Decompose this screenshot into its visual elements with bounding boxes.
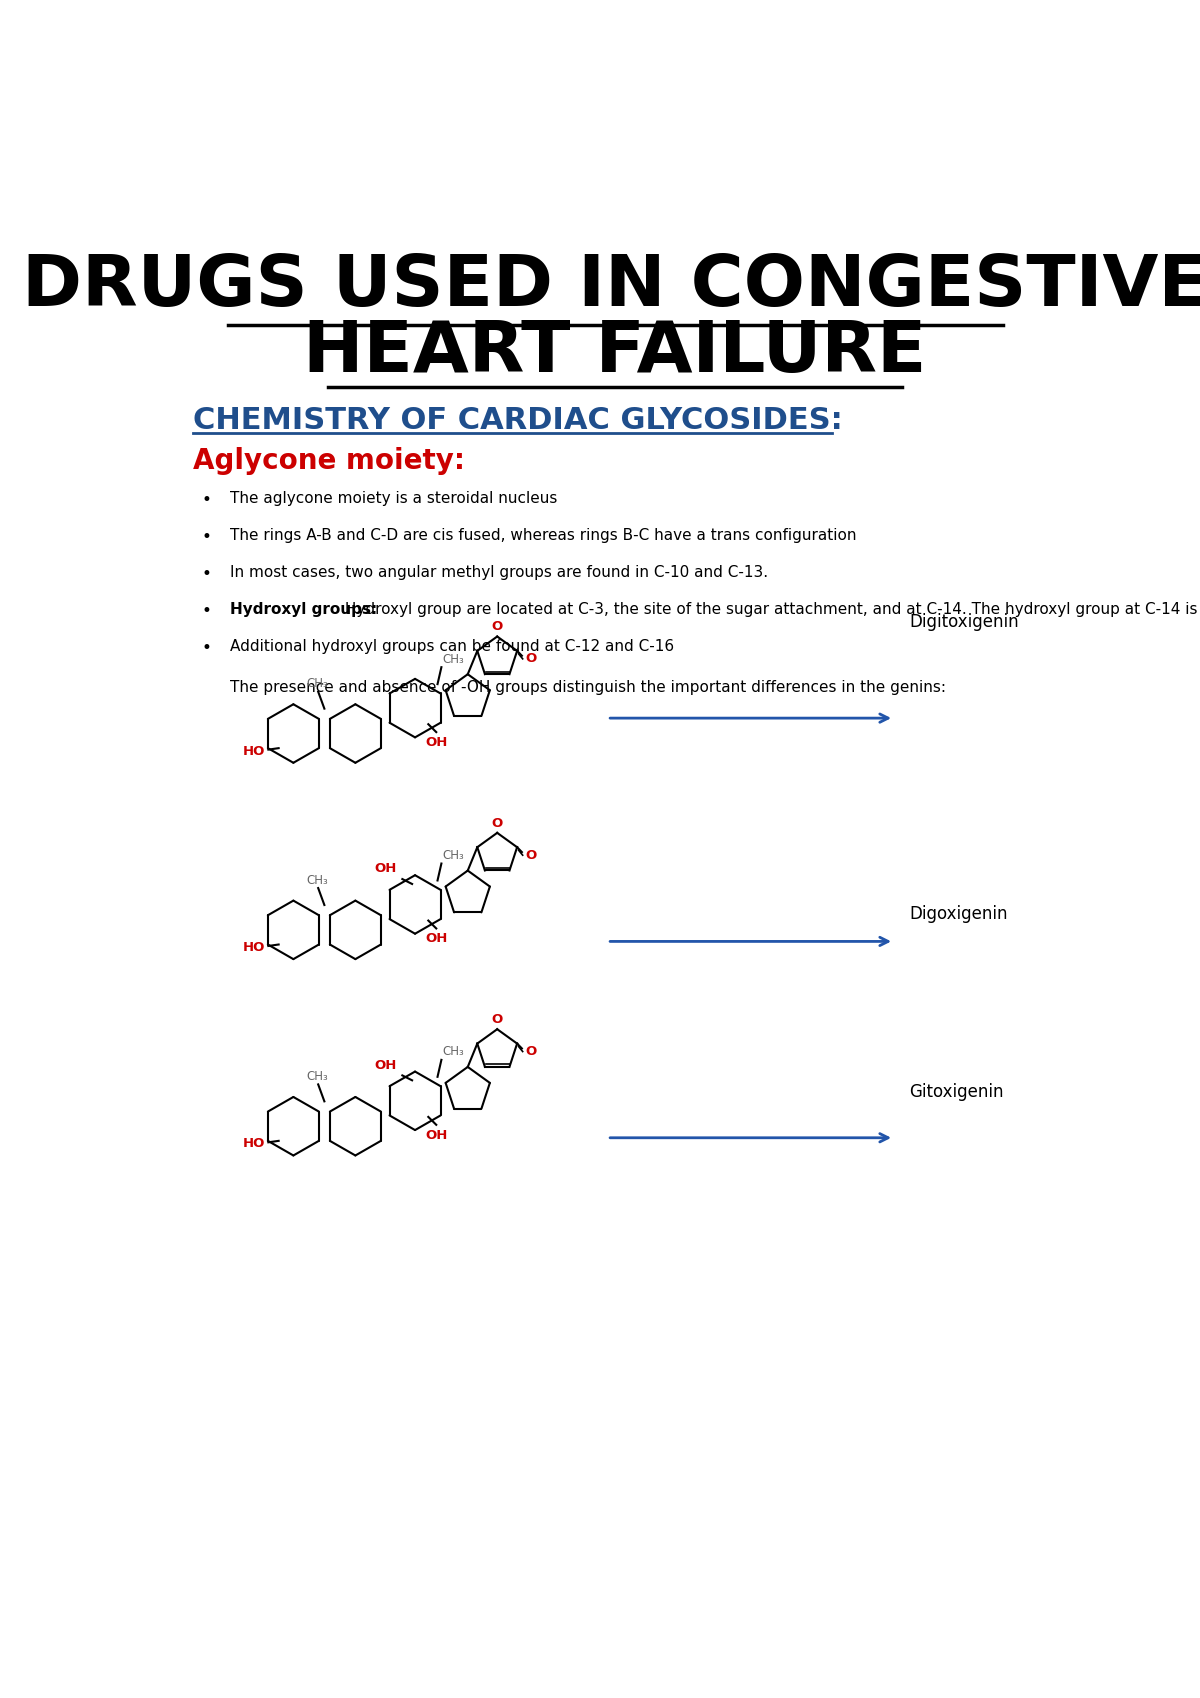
- Text: O: O: [492, 1014, 503, 1026]
- Text: OH: OH: [425, 1129, 448, 1141]
- Text: •: •: [202, 528, 211, 547]
- Text: •: •: [202, 565, 211, 582]
- Text: DRUGS USED IN CONGESTIVE: DRUGS USED IN CONGESTIVE: [22, 253, 1200, 321]
- Text: HO: HO: [242, 745, 265, 757]
- Text: •: •: [202, 491, 211, 509]
- Text: Digoxigenin: Digoxigenin: [910, 905, 1008, 924]
- Text: CH₃: CH₃: [442, 652, 464, 666]
- Text: The rings A-B and C-D are cis fused, whereas rings B-C have a trans configuratio: The rings A-B and C-D are cis fused, whe…: [230, 528, 857, 543]
- Text: The aglycone moiety is a steroidal nucleus: The aglycone moiety is a steroidal nucle…: [230, 491, 557, 506]
- Text: Gitoxigenin: Gitoxigenin: [910, 1083, 1004, 1100]
- Text: HO: HO: [242, 941, 265, 954]
- Text: CH₃: CH₃: [306, 1070, 329, 1083]
- Text: •: •: [202, 601, 211, 620]
- Text: CH₃: CH₃: [306, 873, 329, 886]
- Text: O: O: [524, 849, 536, 861]
- Text: CH₃: CH₃: [306, 678, 329, 689]
- Text: O: O: [524, 652, 536, 666]
- Text: OH: OH: [425, 735, 448, 749]
- Text: O: O: [492, 817, 503, 830]
- Text: CHEMISTRY OF CARDIAC GLYCOSIDES:: CHEMISTRY OF CARDIAC GLYCOSIDES:: [193, 406, 842, 435]
- Text: The presence and absence of -OH groups distinguish the important differences in : The presence and absence of -OH groups d…: [230, 679, 946, 694]
- Text: Hydroxyl groups:: Hydroxyl groups:: [230, 601, 377, 616]
- Text: OH: OH: [425, 932, 448, 946]
- Text: CH₃: CH₃: [442, 849, 464, 863]
- Text: OH: OH: [374, 1058, 397, 1071]
- Text: •: •: [202, 638, 211, 657]
- Text: Hydroxyl group are located at C-3, the site of the sugar attachment, and at C-14: Hydroxyl group are located at C-3, the s…: [340, 601, 1200, 616]
- Text: In most cases, two angular methyl groups are found in C-10 and C-13.: In most cases, two angular methyl groups…: [230, 565, 768, 581]
- Text: CH₃: CH₃: [442, 1046, 464, 1058]
- Text: OH: OH: [374, 863, 397, 874]
- Text: HO: HO: [242, 1138, 265, 1150]
- Text: Additional hydroxyl groups can be found at C-12 and C-16: Additional hydroxyl groups can be found …: [230, 638, 674, 654]
- Text: Aglycone moiety:: Aglycone moiety:: [193, 447, 464, 475]
- Text: O: O: [492, 620, 503, 633]
- Text: Digitoxigenin: Digitoxigenin: [910, 613, 1019, 632]
- Text: HEART FAILURE: HEART FAILURE: [304, 318, 926, 387]
- Text: O: O: [524, 1044, 536, 1058]
